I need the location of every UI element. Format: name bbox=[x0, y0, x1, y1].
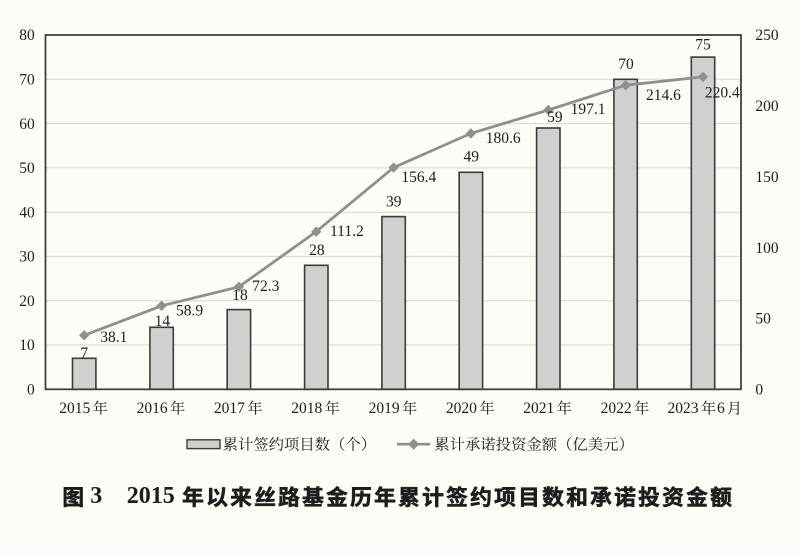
svg-text:14: 14 bbox=[155, 313, 171, 330]
svg-text:59: 59 bbox=[547, 109, 563, 126]
svg-text:30: 30 bbox=[19, 249, 35, 266]
svg-text:156.4: 156.4 bbox=[401, 169, 436, 186]
svg-text:200: 200 bbox=[755, 98, 779, 115]
svg-text:49: 49 bbox=[463, 149, 479, 166]
svg-text:2021: 2021 bbox=[523, 400, 554, 417]
svg-text:2017: 2017 bbox=[214, 400, 245, 417]
svg-text:38.1: 38.1 bbox=[100, 329, 127, 346]
svg-text:180.6: 180.6 bbox=[486, 130, 521, 147]
svg-text:2020: 2020 bbox=[446, 400, 477, 417]
svg-text:7: 7 bbox=[80, 345, 88, 362]
svg-text:0: 0 bbox=[27, 382, 35, 399]
svg-text:60: 60 bbox=[19, 116, 35, 133]
svg-text:2022: 2022 bbox=[601, 400, 632, 417]
svg-text:0: 0 bbox=[755, 382, 763, 399]
svg-text:70: 70 bbox=[19, 72, 35, 89]
svg-text:2023: 2023 bbox=[668, 400, 699, 417]
svg-text:20: 20 bbox=[19, 293, 35, 310]
svg-text:2016: 2016 bbox=[137, 400, 168, 417]
svg-text:3: 3 bbox=[90, 483, 102, 509]
svg-text:2015: 2015 bbox=[127, 483, 175, 509]
svg-text:80: 80 bbox=[19, 27, 35, 44]
svg-text:39: 39 bbox=[386, 193, 402, 210]
svg-text:50: 50 bbox=[19, 160, 35, 177]
svg-text:2018: 2018 bbox=[291, 400, 322, 417]
svg-text:250: 250 bbox=[755, 27, 779, 44]
svg-text:220.4: 220.4 bbox=[705, 85, 740, 102]
svg-text:58.9: 58.9 bbox=[176, 302, 203, 319]
svg-text:40: 40 bbox=[19, 204, 35, 221]
svg-text:197.1: 197.1 bbox=[571, 101, 606, 118]
svg-text:2019: 2019 bbox=[369, 400, 400, 417]
svg-text:2015: 2015 bbox=[59, 400, 90, 417]
svg-text:28: 28 bbox=[309, 242, 325, 259]
svg-text:18: 18 bbox=[232, 287, 248, 304]
svg-text:72.3: 72.3 bbox=[252, 278, 279, 295]
svg-text:150: 150 bbox=[755, 169, 779, 186]
svg-text:10: 10 bbox=[19, 337, 35, 354]
svg-text:111.2: 111.2 bbox=[330, 223, 364, 240]
svg-text:214.6: 214.6 bbox=[646, 87, 681, 104]
svg-text:6: 6 bbox=[717, 400, 725, 417]
svg-text:70: 70 bbox=[618, 56, 634, 73]
svg-text:50: 50 bbox=[755, 311, 771, 328]
svg-text:75: 75 bbox=[695, 36, 711, 53]
svg-text:100: 100 bbox=[755, 240, 779, 257]
